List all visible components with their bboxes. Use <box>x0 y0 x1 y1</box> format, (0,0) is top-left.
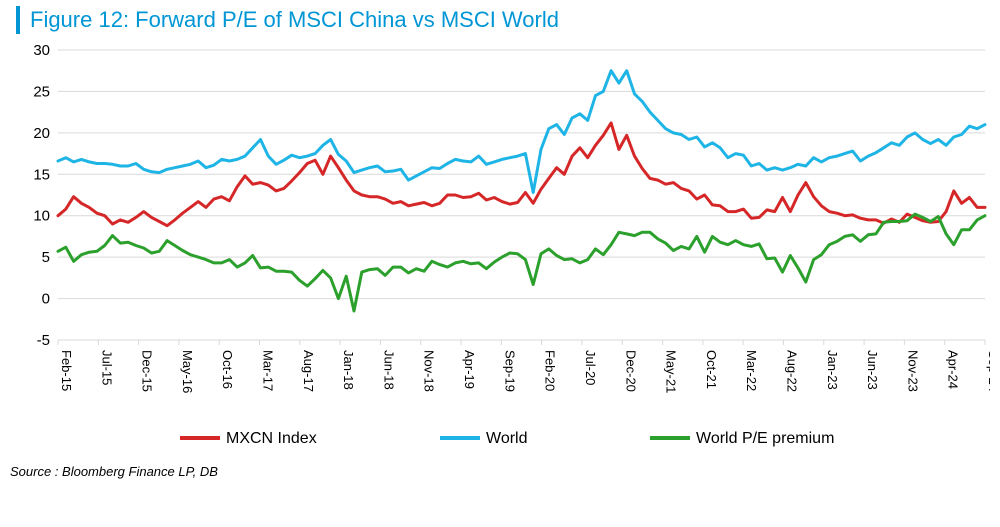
figure-title: Figure 12: Forward P/E of MSCI China vs … <box>30 7 559 33</box>
series-world-p-e-premium <box>58 214 985 311</box>
x-tick-label: Oct-21 <box>704 350 719 389</box>
legend-item: World <box>440 430 528 447</box>
x-tick-label: Nov-23 <box>905 350 920 392</box>
x-tick-label: Jan-18 <box>341 350 356 390</box>
x-tick-label: Jan-23 <box>825 350 840 390</box>
x-tick-label: Dec-15 <box>140 350 155 392</box>
x-tick-label: Jul-20 <box>583 350 598 385</box>
y-tick-label: 5 <box>42 249 50 266</box>
x-tick-label: Oct-16 <box>220 350 235 389</box>
x-tick-label: Aug-17 <box>301 350 316 392</box>
x-tick-label: Aug-22 <box>784 350 799 392</box>
x-tick-label: Dec-20 <box>623 350 638 392</box>
x-tick-label: Nov-18 <box>422 350 437 392</box>
x-tick-label: Feb-15 <box>59 350 74 391</box>
x-tick-label: May-21 <box>664 350 679 393</box>
x-tick-label: May-16 <box>180 350 195 393</box>
legend-label: MXCN Index <box>226 430 317 447</box>
chart-svg: -5 0 5 10 15 20 25 30 Feb-15 Jul-15 Dec-15 May-16 Oc… <box>10 40 990 460</box>
x-tick-label: Jun-18 <box>381 350 396 390</box>
gridlines <box>58 50 985 340</box>
y-tick-label: -5 <box>37 332 50 349</box>
x-axis-ticks: Feb-15 Jul-15 Dec-15 May-16 Oct-16 Mar-17 Aug-… <box>58 340 990 393</box>
legend-label: World <box>486 430 528 447</box>
x-tick-label: Apr-19 <box>462 350 477 389</box>
legend-item: MXCN Index <box>180 430 317 447</box>
figure-title-bar: Figure 12: Forward P/E of MSCI China vs … <box>16 0 1000 40</box>
legend-label: World P/E premium <box>696 430 834 447</box>
y-tick-label: 20 <box>33 125 50 142</box>
y-tick-label: 10 <box>33 208 50 225</box>
y-axis-ticks: -5 0 5 10 15 20 25 30 <box>33 42 50 349</box>
x-tick-label: Sep-24 <box>986 350 990 392</box>
line-chart: -5 0 5 10 15 20 25 30 Feb-15 Jul-15 Dec-15 May-16 Oc… <box>10 40 990 460</box>
title-accent-rule <box>16 6 20 34</box>
y-tick-label: 0 <box>42 291 50 308</box>
legend: MXCN Index World World P/E premium <box>180 430 834 447</box>
y-tick-label: 30 <box>33 42 50 59</box>
x-tick-label: Jun-23 <box>865 350 880 390</box>
x-tick-label: Feb-20 <box>543 350 558 391</box>
source-attribution: Source : Bloomberg Finance LP, DB <box>10 464 1000 479</box>
y-tick-label: 25 <box>33 83 50 100</box>
x-tick-label: Mar-17 <box>261 350 276 391</box>
x-tick-label: Jul-15 <box>99 350 114 385</box>
x-tick-label: Sep-19 <box>502 350 517 392</box>
y-tick-label: 15 <box>33 166 50 183</box>
legend-item: World P/E premium <box>650 430 834 447</box>
x-tick-label: Apr-24 <box>946 350 961 389</box>
x-tick-label: Mar-22 <box>744 350 759 391</box>
